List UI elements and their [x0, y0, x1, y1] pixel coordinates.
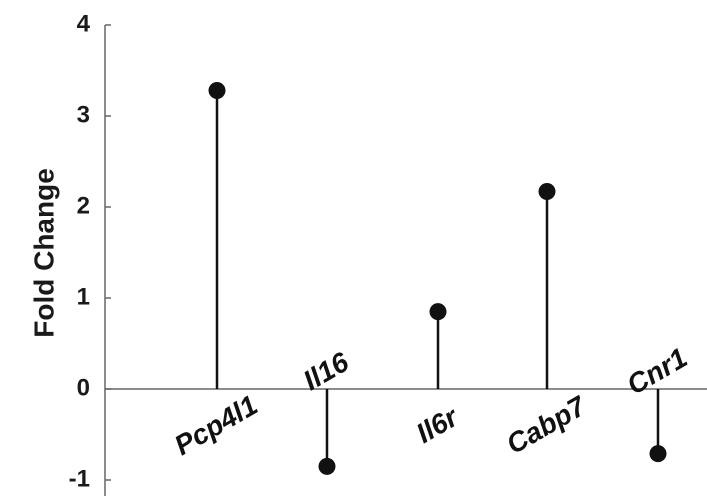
marker-cnr1: [649, 445, 667, 463]
y-tick-label: 2: [77, 192, 90, 219]
y-ticks: -1 0 1 2 3 4: [69, 10, 111, 492]
y-tick-label: 0: [77, 374, 90, 401]
marker-pcp4l1: [208, 82, 226, 100]
category-label-pcp4l1: Pcp4l1: [169, 389, 263, 461]
category-label-il6r: Il6r: [411, 400, 465, 449]
marker-il6r: [429, 303, 447, 321]
marker-cabp7: [538, 183, 556, 201]
marker-il16: [318, 457, 336, 475]
y-tick-label: -1: [69, 465, 90, 492]
y-tick-label: 3: [77, 101, 90, 128]
category-label-cabp7: Cabp7: [501, 390, 592, 460]
y-tick-label: 1: [77, 283, 90, 310]
axes: [104, 25, 707, 496]
markers: [208, 82, 667, 475]
y-axis-title: Fold Change: [28, 168, 59, 338]
stems: [215, 90, 660, 467]
y-tick-label: 4: [77, 10, 91, 37]
